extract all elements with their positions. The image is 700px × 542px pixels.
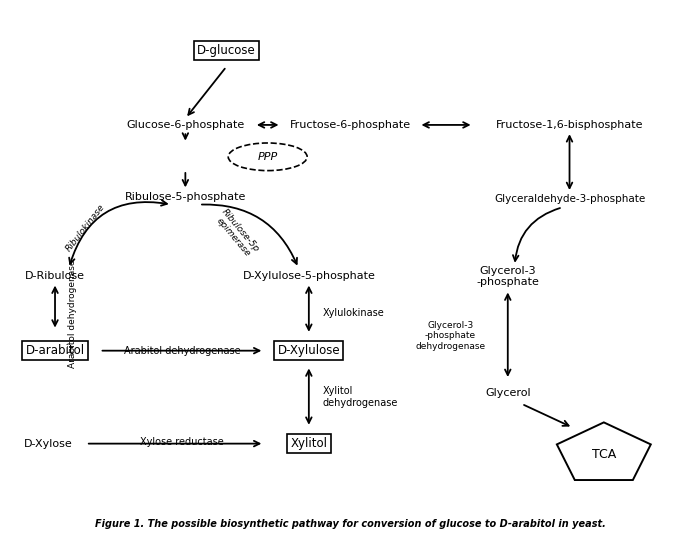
Text: Xylitol
dehydrogenase: Xylitol dehydrogenase [323, 386, 398, 408]
Text: D-Xylulose: D-Xylulose [277, 344, 340, 357]
Text: Figure 1. The possible biosynthetic pathway for conversion of glucose to D-arabi: Figure 1. The possible biosynthetic path… [94, 519, 606, 528]
Text: Xylulokinase: Xylulokinase [323, 308, 384, 319]
Text: Glycerol: Glycerol [485, 388, 531, 398]
Text: Ribulokinase: Ribulokinase [64, 202, 107, 253]
Text: Arabitol dehydrogenase: Arabitol dehydrogenase [68, 259, 77, 367]
Text: D-glucose: D-glucose [197, 44, 256, 57]
Text: Glucose-6-phosphate: Glucose-6-phosphate [126, 120, 244, 130]
Text: D-Xylulose-5-phosphate: D-Xylulose-5-phosphate [242, 272, 375, 281]
Text: Arabitol dehydrogenase: Arabitol dehydrogenase [124, 346, 240, 356]
Text: Glycerol-3
-phosphate: Glycerol-3 -phosphate [476, 266, 539, 287]
Text: Xylose reductase: Xylose reductase [140, 437, 224, 447]
Text: Ribulose-5-phosphate: Ribulose-5-phosphate [125, 192, 246, 202]
Text: Glycerol-3
-phosphate
dehydrogenase: Glycerol-3 -phosphate dehydrogenase [415, 321, 485, 351]
Text: Xylitol: Xylitol [290, 437, 328, 450]
Text: D-Xylose: D-Xylose [24, 438, 73, 449]
Text: Fructose-6-phosphate: Fructose-6-phosphate [289, 120, 411, 130]
Text: Fructose-1,6-bisphosphate: Fructose-1,6-bisphosphate [496, 120, 643, 130]
Text: Glyceraldehyde-3-phosphate: Glyceraldehyde-3-phosphate [494, 194, 645, 204]
Text: TCA: TCA [592, 448, 616, 461]
Text: Ribulose-5p
epimerase: Ribulose-5p epimerase [212, 207, 261, 261]
Text: PPP: PPP [258, 152, 278, 162]
Text: D-Ribulose: D-Ribulose [25, 272, 85, 281]
Text: D-arabitol: D-arabitol [25, 344, 85, 357]
